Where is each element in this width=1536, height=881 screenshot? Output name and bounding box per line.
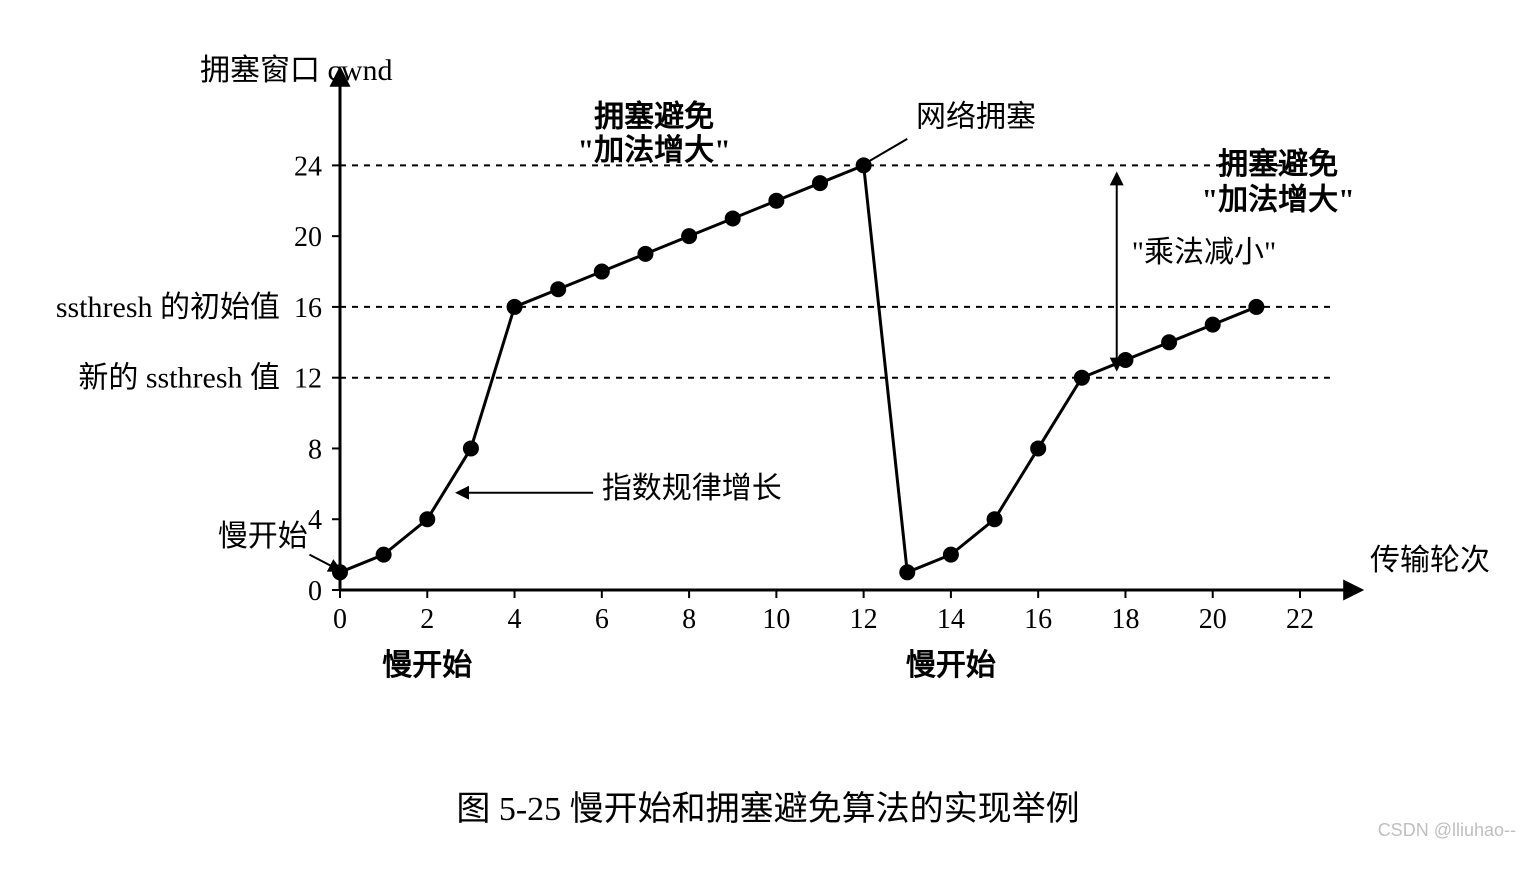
- series2-marker: [1030, 440, 1046, 456]
- y-tick-label: 12: [294, 364, 322, 395]
- tcp-congestion-chart: 拥塞窗口 cwnd传输轮次024681012141618202204812162…: [0, 0, 1536, 881]
- y-tick-label: 4: [308, 505, 322, 536]
- y-axis-title: 拥塞窗口 cwnd: [200, 54, 392, 87]
- anno-slowstart-b2: 慢开始: [906, 649, 996, 682]
- x-axis-title: 传输轮次: [1370, 544, 1490, 577]
- anno-congestion: 网络拥塞: [916, 100, 1036, 133]
- anno-mult-decrease: "乘法减小": [1132, 236, 1277, 269]
- x-tick-label: 0: [333, 604, 347, 635]
- series2-line: [907, 307, 1256, 572]
- series1-marker: [637, 246, 653, 262]
- x-tick-label: 4: [508, 604, 522, 635]
- y-tick-label: 24: [294, 151, 322, 182]
- series1-marker: [812, 175, 828, 191]
- y-tick-label: 20: [294, 222, 322, 253]
- y-tick-label: 8: [308, 434, 322, 465]
- x-tick-label: 16: [1024, 604, 1052, 635]
- leader-slowstart: [309, 555, 340, 571]
- series2-marker: [1074, 370, 1090, 386]
- series2-marker: [899, 564, 915, 580]
- series1-marker: [507, 299, 523, 315]
- drop-line: [864, 165, 908, 572]
- anno-avoid1a: 拥塞避免: [594, 99, 714, 133]
- x-tick-label: 14: [937, 604, 965, 635]
- y-tick-label: 0: [308, 576, 322, 607]
- anno-slowstart-b1: 慢开始: [382, 649, 472, 682]
- anno-avoid1b: "加法增大": [578, 134, 731, 167]
- x-tick-label: 18: [1111, 604, 1139, 635]
- x-tick-label: 12: [850, 604, 878, 635]
- leader-congestion: [868, 139, 907, 162]
- x-tick-label: 20: [1199, 604, 1227, 635]
- series2-marker: [1117, 352, 1133, 368]
- watermark: CSDN @lliuhao--: [1378, 820, 1516, 841]
- series1-marker: [419, 511, 435, 527]
- series1-marker: [725, 210, 741, 226]
- series1-marker: [463, 440, 479, 456]
- anno-slowstart-top: 慢开始: [218, 520, 308, 553]
- anno-avoid2b: "加法增大": [1202, 184, 1355, 217]
- x-tick-label: 2: [420, 604, 434, 635]
- series1-line: [340, 165, 864, 572]
- x-tick-label: 8: [682, 604, 696, 635]
- anno-exp-growth: 指数规律增长: [602, 472, 782, 505]
- series2-marker: [943, 547, 959, 563]
- series2-marker: [1205, 317, 1221, 333]
- series2-marker: [987, 511, 1003, 527]
- series2-marker: [1161, 334, 1177, 350]
- figure-caption: 图 5-25 慢开始和拥塞避免算法的实现举例: [456, 790, 1079, 828]
- chart-container: 拥塞窗口 cwnd传输轮次024681012141618202204812162…: [0, 0, 1536, 881]
- ssthresh-label: ssthresh 的初始值: [56, 291, 280, 324]
- anno-avoid2a: 拥塞避免: [1218, 147, 1338, 181]
- x-tick-label: 10: [762, 604, 790, 635]
- x-tick-label: 22: [1286, 604, 1314, 635]
- series1-marker: [594, 264, 610, 280]
- series2-marker: [1248, 299, 1264, 315]
- series1-marker: [550, 281, 566, 297]
- series1-marker: [681, 228, 697, 244]
- series1-marker: [768, 193, 784, 209]
- series1-marker: [376, 547, 392, 563]
- y-tick-label: 16: [294, 293, 322, 324]
- ssthresh-label: 新的 ssthresh 值: [78, 362, 280, 395]
- x-tick-label: 6: [595, 604, 609, 635]
